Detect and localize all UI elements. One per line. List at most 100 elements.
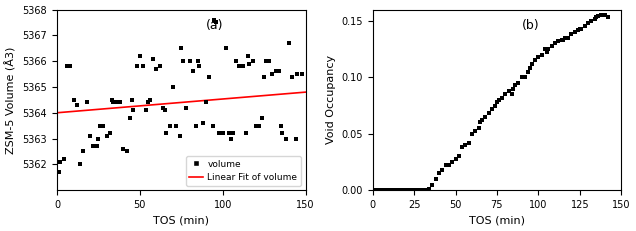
Point — [437, 168, 447, 172]
Point — [556, 38, 567, 42]
Point — [404, 188, 414, 192]
Point — [92, 144, 102, 148]
Point — [540, 47, 550, 51]
Point — [160, 108, 170, 112]
Point — [398, 188, 408, 192]
Point — [453, 155, 464, 158]
X-axis label: TOS (min): TOS (min) — [469, 216, 525, 225]
Point — [371, 188, 381, 192]
Point — [241, 132, 251, 135]
Point — [144, 98, 155, 102]
Point — [277, 132, 287, 135]
Point — [575, 27, 585, 30]
Point — [226, 137, 236, 140]
Point — [374, 188, 384, 192]
Point — [107, 98, 117, 102]
Point — [234, 64, 244, 68]
Point — [115, 100, 125, 104]
Point — [102, 134, 112, 138]
Point — [247, 59, 258, 63]
Point — [394, 188, 404, 192]
Point — [78, 150, 88, 153]
Point — [155, 64, 165, 68]
Point — [165, 124, 175, 128]
Point — [447, 160, 457, 164]
Point — [504, 89, 514, 93]
Point — [143, 100, 153, 104]
Point — [434, 171, 444, 175]
Point — [441, 164, 451, 167]
Point — [270, 70, 280, 73]
Point — [407, 188, 417, 192]
Point — [450, 157, 460, 160]
Point — [500, 92, 510, 96]
Point — [550, 42, 560, 45]
Point — [174, 134, 184, 138]
Point — [85, 134, 95, 138]
Point — [65, 64, 75, 68]
Point — [477, 118, 487, 122]
Point — [201, 100, 211, 104]
Point — [88, 144, 99, 148]
Point — [135, 54, 145, 58]
Point — [567, 33, 577, 36]
Point — [414, 188, 424, 192]
Point — [242, 54, 252, 58]
Point — [525, 66, 535, 70]
Point — [591, 16, 602, 19]
Point — [284, 41, 294, 45]
Point — [211, 21, 221, 24]
Point — [193, 59, 203, 63]
Point — [533, 55, 543, 59]
Point — [417, 188, 427, 192]
Point — [460, 143, 471, 147]
Point — [244, 62, 254, 66]
Point — [138, 64, 148, 68]
Point — [527, 62, 537, 66]
Point — [225, 132, 235, 135]
Point — [105, 132, 115, 135]
Point — [541, 51, 551, 54]
Point — [510, 83, 520, 87]
Point — [497, 96, 507, 100]
Point — [72, 103, 82, 107]
Point — [188, 70, 198, 73]
Point — [111, 100, 121, 104]
Point — [95, 124, 105, 128]
Point — [127, 98, 137, 102]
Point — [69, 98, 79, 102]
Point — [444, 164, 454, 167]
Point — [537, 53, 547, 57]
Point — [81, 100, 92, 104]
Point — [254, 124, 264, 128]
Point — [487, 107, 497, 111]
Point — [558, 38, 569, 42]
Y-axis label: ZSM-5 Volume (Å3): ZSM-5 Volume (Å3) — [6, 46, 17, 154]
Point — [570, 30, 580, 34]
Point — [261, 59, 271, 63]
Point — [576, 27, 586, 30]
Point — [267, 72, 277, 76]
Point — [151, 67, 162, 71]
Point — [560, 36, 570, 40]
Point — [264, 59, 274, 63]
Point — [132, 64, 142, 68]
Point — [546, 44, 556, 48]
Point — [184, 59, 195, 63]
Point — [420, 188, 431, 192]
Point — [141, 108, 151, 112]
Y-axis label: Void Occupancy: Void Occupancy — [326, 55, 336, 144]
Point — [508, 87, 518, 90]
Point — [280, 137, 291, 140]
Point — [507, 92, 517, 96]
Point — [214, 132, 225, 135]
Point — [378, 188, 388, 192]
Point — [118, 147, 128, 151]
Point — [158, 106, 168, 109]
Point — [259, 75, 269, 79]
X-axis label: TOS (min): TOS (min) — [153, 216, 209, 225]
Point — [148, 57, 158, 61]
Point — [93, 137, 104, 140]
Point — [108, 100, 118, 104]
Point — [168, 85, 178, 89]
